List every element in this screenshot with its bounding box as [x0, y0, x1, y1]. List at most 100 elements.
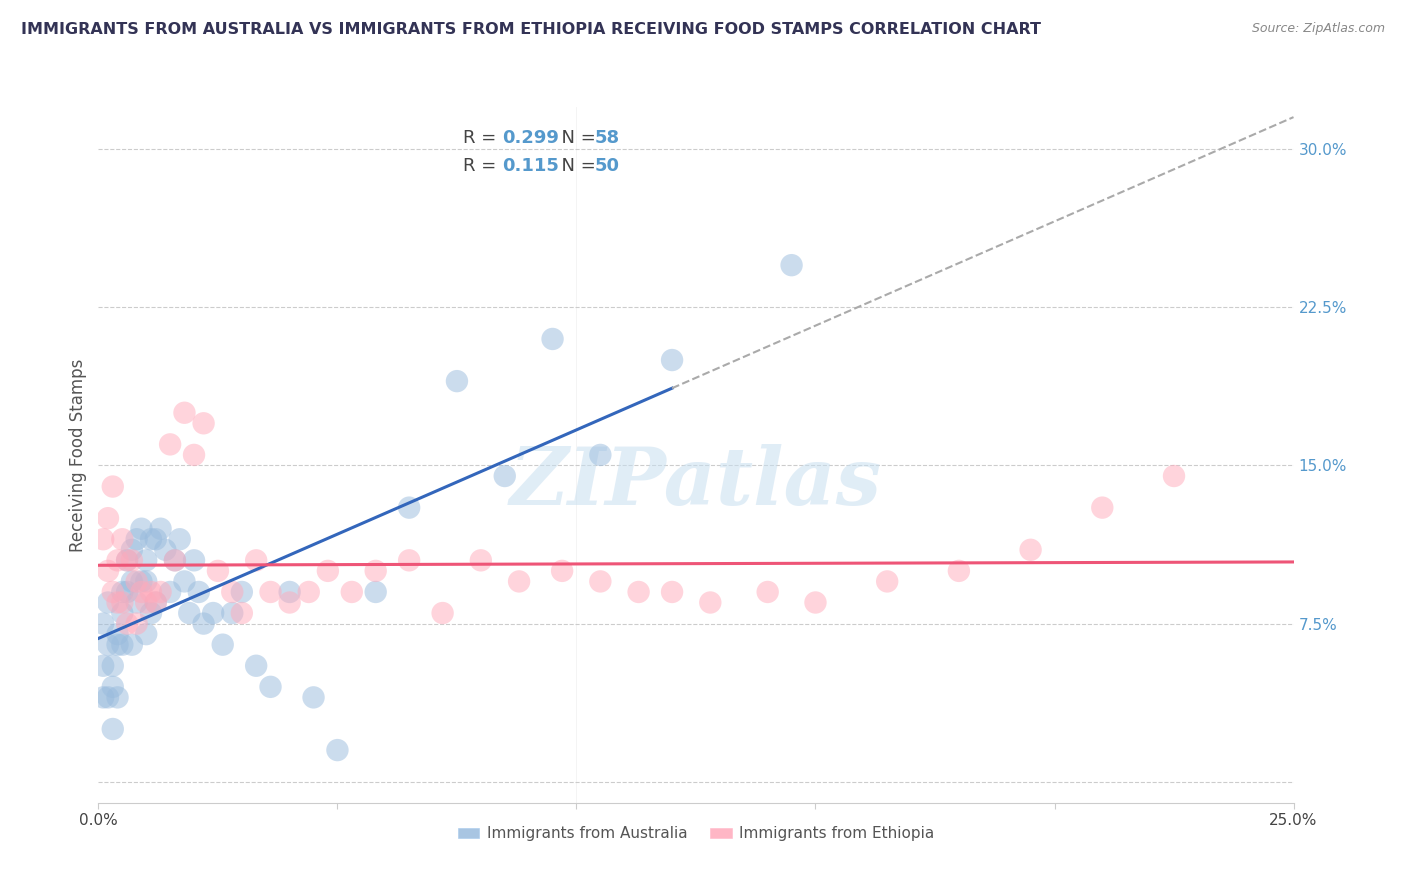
Point — [121, 574, 143, 589]
Point — [111, 533, 134, 547]
Text: Source: ZipAtlas.com: Source: ZipAtlas.com — [1251, 22, 1385, 36]
Point — [97, 511, 120, 525]
Y-axis label: Receiving Food Stamps: Receiving Food Stamps — [69, 359, 87, 551]
Point — [1163, 469, 1185, 483]
Point — [446, 374, 468, 388]
Point — [107, 553, 129, 567]
Point — [149, 522, 172, 536]
Point — [115, 585, 138, 599]
Point — [111, 585, 134, 599]
Text: R =: R = — [463, 129, 502, 147]
Point — [145, 595, 167, 609]
Text: ZIPatlas: ZIPatlas — [510, 444, 882, 522]
Point — [111, 638, 134, 652]
Text: 58: 58 — [595, 129, 620, 147]
Point — [245, 658, 267, 673]
Point — [163, 553, 186, 567]
Point — [159, 437, 181, 451]
Point — [101, 479, 124, 493]
Point — [278, 595, 301, 609]
Point — [159, 585, 181, 599]
Point — [193, 417, 215, 431]
Text: 50: 50 — [595, 157, 620, 175]
Point — [97, 638, 120, 652]
Point — [187, 585, 209, 599]
Point — [139, 533, 162, 547]
Text: 0.115: 0.115 — [502, 157, 560, 175]
Text: 0.299: 0.299 — [502, 129, 560, 147]
Point — [139, 606, 162, 620]
Point — [111, 606, 134, 620]
Point — [494, 469, 516, 483]
Point — [183, 553, 205, 567]
Point — [131, 574, 153, 589]
Point — [245, 553, 267, 567]
Point — [316, 564, 339, 578]
Point — [107, 690, 129, 705]
Point — [207, 564, 229, 578]
Point — [398, 553, 420, 567]
Point — [135, 595, 157, 609]
Point — [221, 606, 243, 620]
Point — [125, 595, 148, 609]
Point — [145, 595, 167, 609]
Point — [169, 533, 191, 547]
Point — [551, 564, 574, 578]
Point — [135, 627, 157, 641]
Point — [115, 553, 138, 567]
Point — [661, 585, 683, 599]
Point — [780, 258, 803, 272]
Point — [259, 585, 281, 599]
Point — [202, 606, 225, 620]
Point — [163, 553, 186, 567]
Point — [699, 595, 721, 609]
Point — [101, 658, 124, 673]
Point — [948, 564, 970, 578]
Point — [364, 585, 387, 599]
Point — [298, 585, 321, 599]
Point — [135, 553, 157, 567]
Point — [111, 595, 134, 609]
Point — [173, 406, 195, 420]
Point — [97, 564, 120, 578]
Point — [145, 533, 167, 547]
Point — [589, 574, 612, 589]
Point — [97, 690, 120, 705]
Point — [231, 606, 253, 620]
Point — [107, 638, 129, 652]
Text: IMMIGRANTS FROM AUSTRALIA VS IMMIGRANTS FROM ETHIOPIA RECEIVING FOOD STAMPS CORR: IMMIGRANTS FROM AUSTRALIA VS IMMIGRANTS … — [21, 22, 1040, 37]
Point — [115, 553, 138, 567]
Point — [115, 616, 138, 631]
Point — [508, 574, 530, 589]
Point — [101, 722, 124, 736]
Point — [121, 638, 143, 652]
Point — [193, 616, 215, 631]
Point — [173, 574, 195, 589]
Text: N =: N = — [550, 157, 602, 175]
Point — [121, 553, 143, 567]
Point — [125, 574, 148, 589]
Point — [125, 616, 148, 631]
Point — [107, 627, 129, 641]
Point — [302, 690, 325, 705]
Point — [121, 542, 143, 557]
Point — [179, 606, 201, 620]
Point — [231, 585, 253, 599]
Point — [97, 595, 120, 609]
Point — [259, 680, 281, 694]
Point — [278, 585, 301, 599]
Point — [661, 353, 683, 368]
Point — [627, 585, 650, 599]
Point — [155, 542, 177, 557]
Point — [364, 564, 387, 578]
Point — [398, 500, 420, 515]
Point — [107, 595, 129, 609]
Point — [211, 638, 233, 652]
Point — [1019, 542, 1042, 557]
Point — [589, 448, 612, 462]
Point — [432, 606, 454, 620]
Point — [101, 585, 124, 599]
Point — [91, 616, 114, 631]
Point — [135, 574, 157, 589]
Point — [326, 743, 349, 757]
